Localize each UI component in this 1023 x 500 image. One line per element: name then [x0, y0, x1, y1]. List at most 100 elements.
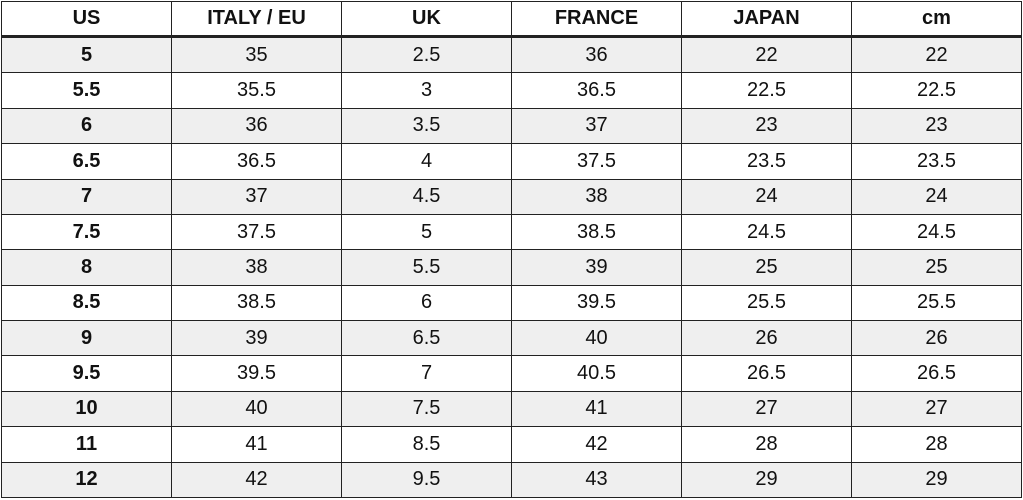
- column-header: JAPAN: [681, 1, 852, 38]
- size-cell: 27: [681, 390, 852, 428]
- size-cell: 43: [511, 461, 682, 499]
- us-size-cell: 12: [1, 461, 172, 499]
- us-size-cell: 5.5: [1, 72, 172, 109]
- size-cell: 5.5: [341, 249, 512, 286]
- us-size-cell: 11: [1, 426, 172, 463]
- table-row: 6 36 3.5 37 23 23: [1, 107, 1022, 145]
- size-cell: 41: [171, 426, 342, 463]
- size-cell: 24: [851, 178, 1022, 215]
- table-row: 9 39 6.5 40 26 26: [1, 320, 1022, 357]
- size-cell: 4: [341, 143, 512, 180]
- size-cell: 7.5: [341, 390, 512, 428]
- size-cell: 22.5: [851, 72, 1022, 109]
- column-header: UK: [341, 1, 512, 38]
- header-row: US ITALY / EU UK FRANCE JAPAN cm: [1, 1, 1022, 38]
- size-cell: 23: [681, 107, 852, 145]
- size-cell: 6.5: [341, 320, 512, 357]
- size-cell: 25: [851, 249, 1022, 286]
- us-size-cell: 6: [1, 107, 172, 145]
- us-size-cell: 8.5: [1, 284, 172, 322]
- table-row: 7 37 4.5 38 24 24: [1, 178, 1022, 215]
- size-cell: 24.5: [681, 213, 852, 251]
- size-cell: 38.5: [511, 213, 682, 251]
- size-cell: 37.5: [171, 213, 342, 251]
- size-cell: 37: [511, 107, 682, 145]
- size-cell: 23.5: [681, 143, 852, 180]
- size-cell: 23: [851, 107, 1022, 145]
- size-cell: 38: [511, 178, 682, 215]
- size-cell: 24.5: [851, 213, 1022, 251]
- table-body: 5 35 2.5 36 22 22 5.5 35.5 3 36.5 22.5 22.5 6 36 3.5 37…: [1, 35, 1022, 499]
- size-cell: 26: [851, 320, 1022, 357]
- size-cell: 28: [681, 426, 852, 463]
- size-cell: 42: [511, 426, 682, 463]
- size-cell: 39.5: [511, 284, 682, 322]
- table-row: 6.5 36.5 4 37.5 23.5 23.5: [1, 143, 1022, 180]
- size-cell: 29: [681, 461, 852, 499]
- size-cell: 38: [171, 249, 342, 286]
- table-row: 8.5 38.5 6 39.5 25.5 25.5: [1, 284, 1022, 322]
- size-cell: 26.5: [681, 355, 852, 392]
- table-row: 8 38 5.5 39 25 25: [1, 249, 1022, 286]
- size-cell: 37.5: [511, 143, 682, 180]
- size-cell: 38.5: [171, 284, 342, 322]
- column-header: ITALY / EU: [171, 1, 342, 38]
- size-cell: 37: [171, 178, 342, 215]
- table-row: 12 42 9.5 43 29 29: [1, 461, 1022, 499]
- table-row: 7.5 37.5 5 38.5 24.5 24.5: [1, 213, 1022, 251]
- size-cell: 35: [171, 35, 342, 74]
- size-cell: 22: [681, 35, 852, 74]
- size-cell: 27: [851, 390, 1022, 428]
- size-cell: 36: [171, 107, 342, 145]
- us-size-cell: 7.5: [1, 213, 172, 251]
- size-cell: 5: [341, 213, 512, 251]
- size-cell: 25.5: [851, 284, 1022, 322]
- size-cell: 3: [341, 72, 512, 109]
- us-size-cell: 9: [1, 320, 172, 357]
- size-cell: 39: [511, 249, 682, 286]
- us-size-cell: 9.5: [1, 355, 172, 392]
- size-cell: 4.5: [341, 178, 512, 215]
- us-size-cell: 6.5: [1, 143, 172, 180]
- size-cell: 26: [681, 320, 852, 357]
- size-cell: 24: [681, 178, 852, 215]
- column-header: cm: [851, 1, 1022, 38]
- size-cell: 22: [851, 35, 1022, 74]
- size-cell: 39.5: [171, 355, 342, 392]
- size-cell: 9.5: [341, 461, 512, 499]
- table-row: 5 35 2.5 36 22 22: [1, 35, 1022, 74]
- column-header: US: [1, 1, 172, 38]
- us-size-cell: 7: [1, 178, 172, 215]
- size-cell: 40: [171, 390, 342, 428]
- table-row: 9.5 39.5 7 40.5 26.5 26.5: [1, 355, 1022, 392]
- table-row: 11 41 8.5 42 28 28: [1, 426, 1022, 463]
- size-cell: 22.5: [681, 72, 852, 109]
- size-cell: 2.5: [341, 35, 512, 74]
- size-cell: 26.5: [851, 355, 1022, 392]
- size-cell: 23.5: [851, 143, 1022, 180]
- table-row: 10 40 7.5 41 27 27: [1, 390, 1022, 428]
- table-row: 5.5 35.5 3 36.5 22.5 22.5: [1, 72, 1022, 109]
- size-cell: 7: [341, 355, 512, 392]
- size-cell: 35.5: [171, 72, 342, 109]
- us-size-cell: 5: [1, 35, 172, 74]
- size-cell: 8.5: [341, 426, 512, 463]
- size-cell: 36.5: [511, 72, 682, 109]
- size-cell: 40: [511, 320, 682, 357]
- size-cell: 39: [171, 320, 342, 357]
- size-cell: 42: [171, 461, 342, 499]
- size-cell: 36.5: [171, 143, 342, 180]
- size-cell: 25.5: [681, 284, 852, 322]
- size-cell: 28: [851, 426, 1022, 463]
- size-cell: 41: [511, 390, 682, 428]
- size-cell: 29: [851, 461, 1022, 499]
- size-cell: 40.5: [511, 355, 682, 392]
- size-cell: 3.5: [341, 107, 512, 145]
- size-cell: 6: [341, 284, 512, 322]
- us-size-cell: 10: [1, 390, 172, 428]
- us-size-cell: 8: [1, 249, 172, 286]
- size-cell: 25: [681, 249, 852, 286]
- size-cell: 36: [511, 35, 682, 74]
